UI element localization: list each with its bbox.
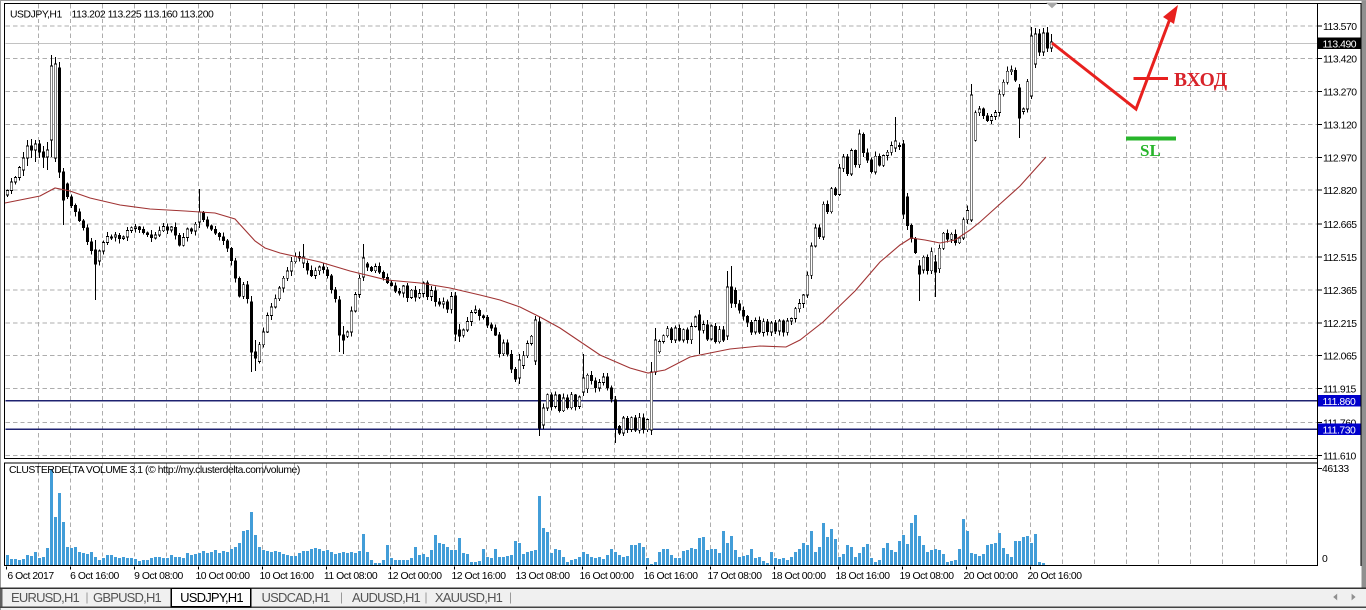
svg-text:113.120: 113.120 (1323, 121, 1357, 132)
svg-text:SL: SL (1140, 141, 1161, 160)
svg-text:113.570: 113.570 (1323, 22, 1357, 33)
svg-text:12 Oct 16:00: 12 Oct 16:00 (451, 571, 506, 582)
svg-text:13 Oct 08:00: 13 Oct 08:00 (515, 571, 570, 582)
svg-text:AUDUSD,H1: AUDUSD,H1 (352, 590, 420, 605)
svg-text:112.065: 112.065 (1323, 352, 1357, 363)
svg-text:113.270: 113.270 (1323, 88, 1357, 99)
svg-text:10 Oct 16:00: 10 Oct 16:00 (259, 571, 314, 582)
svg-text:6 Oct 2017: 6 Oct 2017 (7, 571, 54, 582)
svg-text:18 Oct 00:00: 18 Oct 00:00 (771, 571, 826, 582)
svg-text:111.610: 111.610 (1323, 452, 1357, 463)
svg-text:USDJPY,H1: USDJPY,H1 (180, 590, 243, 605)
svg-text:112.820: 112.820 (1323, 186, 1357, 197)
svg-text:EURUSD,H1: EURUSD,H1 (11, 590, 79, 605)
svg-text:CLUSTERDELTA VOLUME 3.1 (© htt: CLUSTERDELTA VOLUME 3.1 (© http://my.clu… (9, 465, 300, 476)
svg-text:9 Oct 08:00: 9 Oct 08:00 (134, 571, 183, 582)
svg-text:16 Oct 00:00: 16 Oct 00:00 (579, 571, 634, 582)
svg-text:20 Oct 16:00: 20 Oct 16:00 (1027, 571, 1082, 582)
svg-text:16 Oct 16:00: 16 Oct 16:00 (643, 571, 698, 582)
svg-text:111.860: 111.860 (1323, 397, 1357, 408)
svg-text:12 Oct 00:00: 12 Oct 00:00 (387, 571, 442, 582)
svg-text:USDJPY,H1 113.202 113.225 1: USDJPY,H1 113.202 113.225 113.160 113.20… (10, 10, 214, 21)
svg-text:111.915: 111.915 (1323, 385, 1357, 396)
svg-text:ВХОД: ВХОД (1174, 70, 1228, 91)
svg-text:18 Oct 16:00: 18 Oct 16:00 (835, 571, 890, 582)
svg-text:17 Oct 08:00: 17 Oct 08:00 (707, 571, 762, 582)
svg-text:11 Oct 08:00: 11 Oct 08:00 (324, 571, 378, 582)
svg-text:112.215: 112.215 (1323, 319, 1357, 330)
svg-text:USDCAD,H1: USDCAD,H1 (262, 590, 330, 605)
svg-text:20 Oct 00:00: 20 Oct 00:00 (963, 571, 1018, 582)
svg-text:112.970: 112.970 (1323, 153, 1357, 164)
svg-text:46133: 46133 (1322, 464, 1349, 475)
svg-text:0: 0 (1322, 554, 1328, 565)
svg-text:112.665: 112.665 (1323, 220, 1357, 231)
svg-text:113.490: 113.490 (1323, 40, 1357, 51)
svg-text:6 Oct 16:00: 6 Oct 16:00 (70, 571, 119, 582)
svg-text:112.365: 112.365 (1323, 286, 1357, 297)
svg-text:113.420: 113.420 (1323, 55, 1357, 66)
svg-text:112.515: 112.515 (1323, 253, 1357, 264)
svg-text:GBPUSD,H1: GBPUSD,H1 (93, 590, 162, 605)
svg-text:XAUUSD,H1: XAUUSD,H1 (435, 590, 503, 605)
svg-text:10 Oct 00:00: 10 Oct 00:00 (195, 571, 250, 582)
svg-text:111.730: 111.730 (1323, 425, 1357, 436)
svg-text:19 Oct 08:00: 19 Oct 08:00 (899, 571, 954, 582)
